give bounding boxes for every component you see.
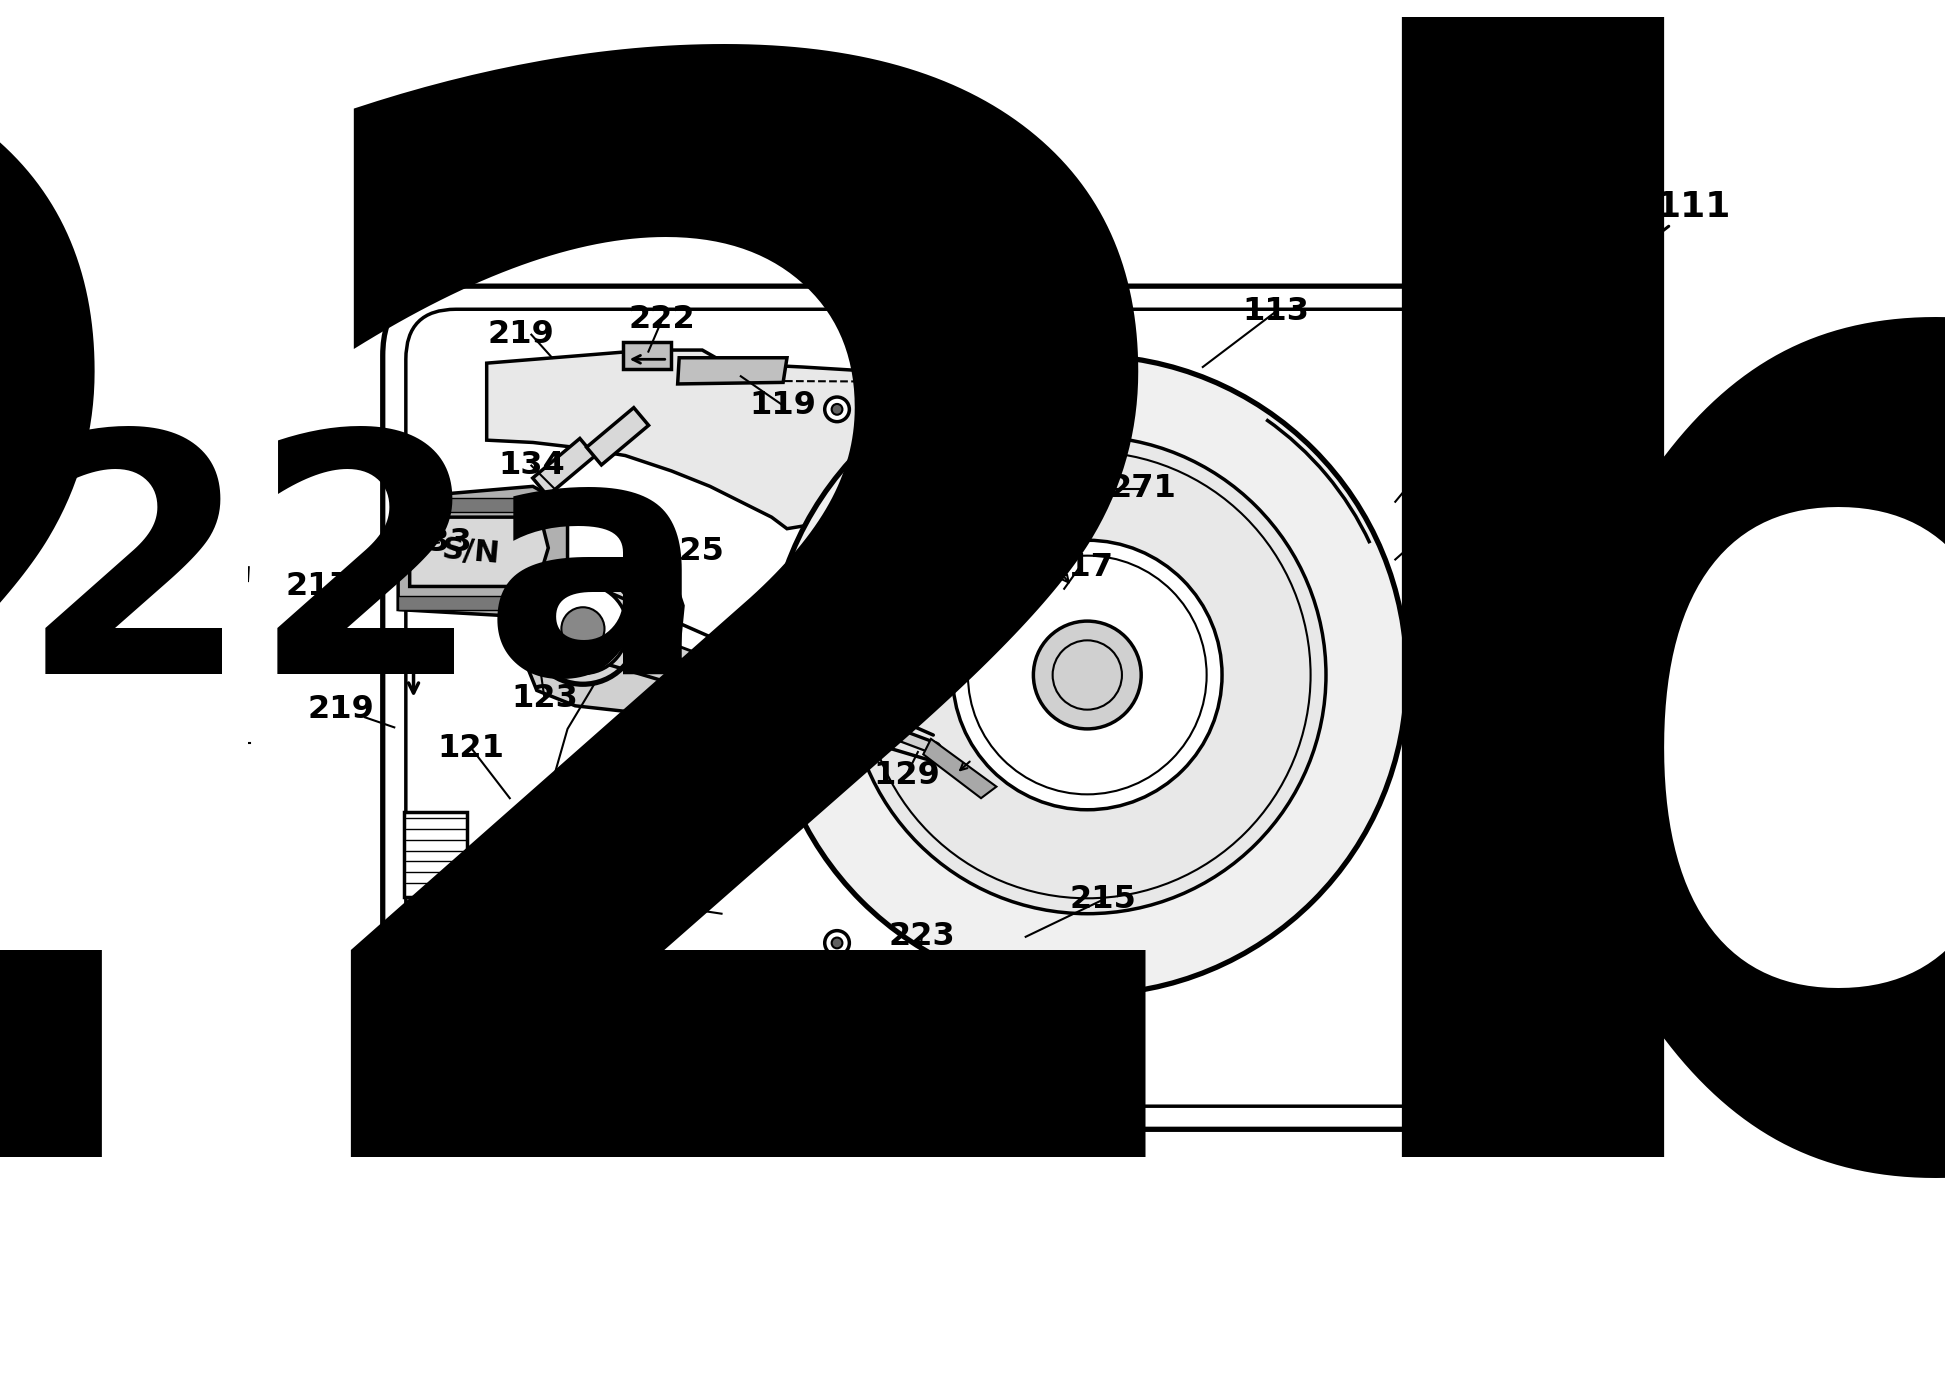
Circle shape — [1033, 621, 1142, 728]
Text: 111: 111 — [1657, 190, 1731, 224]
Polygon shape — [760, 676, 786, 699]
Text: 271: 271 — [1109, 473, 1177, 505]
Circle shape — [539, 584, 628, 674]
Circle shape — [1052, 641, 1122, 710]
Text: 127: 127 — [749, 606, 817, 637]
Polygon shape — [547, 974, 1033, 1015]
Polygon shape — [486, 350, 1087, 528]
Polygon shape — [533, 438, 595, 496]
Circle shape — [969, 556, 1206, 794]
Polygon shape — [521, 560, 683, 713]
Circle shape — [768, 356, 1406, 995]
Text: 205: 205 — [1416, 496, 1482, 527]
Text: 219: 219 — [307, 694, 373, 726]
Circle shape — [825, 931, 850, 955]
Text: 135: 135 — [638, 712, 704, 742]
Text: 123: 123 — [512, 682, 578, 713]
Bar — [405, 812, 467, 897]
Polygon shape — [937, 952, 1068, 1004]
Circle shape — [825, 398, 850, 421]
Polygon shape — [718, 660, 743, 682]
Text: 222: 222 — [628, 304, 696, 335]
Polygon shape — [887, 411, 1068, 520]
Text: 223: 223 — [889, 922, 955, 952]
Polygon shape — [410, 517, 548, 587]
Text: 119: 119 — [749, 391, 817, 421]
Text: 219: 219 — [488, 320, 554, 350]
Circle shape — [953, 541, 1221, 810]
Text: 222b: 222b — [0, 17, 1945, 1390]
Polygon shape — [739, 669, 764, 691]
Text: 121: 121 — [438, 733, 506, 763]
Bar — [622, 342, 671, 370]
Text: 222a: 222a — [0, 420, 708, 742]
Circle shape — [562, 607, 605, 651]
Text: 117: 117 — [1046, 552, 1113, 582]
Text: 225: 225 — [685, 1011, 751, 1041]
Polygon shape — [782, 685, 807, 708]
FancyBboxPatch shape — [383, 286, 1622, 1129]
Polygon shape — [677, 357, 788, 384]
Text: 125: 125 — [657, 537, 724, 567]
Text: 133: 133 — [407, 527, 473, 557]
Text: 134: 134 — [498, 450, 564, 481]
Text: 115: 115 — [1424, 411, 1490, 442]
Polygon shape — [399, 486, 568, 617]
Polygon shape — [924, 739, 996, 798]
Text: 215: 215 — [1070, 884, 1136, 916]
Text: 222: 222 — [790, 1005, 858, 1036]
Text: 221: 221 — [1031, 359, 1097, 391]
Text: 129: 129 — [873, 759, 939, 791]
Polygon shape — [399, 498, 568, 512]
Circle shape — [527, 573, 638, 684]
Circle shape — [832, 404, 842, 414]
Circle shape — [848, 436, 1326, 913]
Text: 113: 113 — [1243, 296, 1309, 327]
Text: 217: 217 — [286, 571, 352, 602]
Circle shape — [832, 938, 842, 948]
Text: S/N: S/N — [442, 535, 502, 569]
Text: 219: 219 — [436, 1041, 504, 1072]
Polygon shape — [587, 407, 648, 464]
Polygon shape — [399, 596, 568, 610]
Circle shape — [864, 452, 1311, 898]
